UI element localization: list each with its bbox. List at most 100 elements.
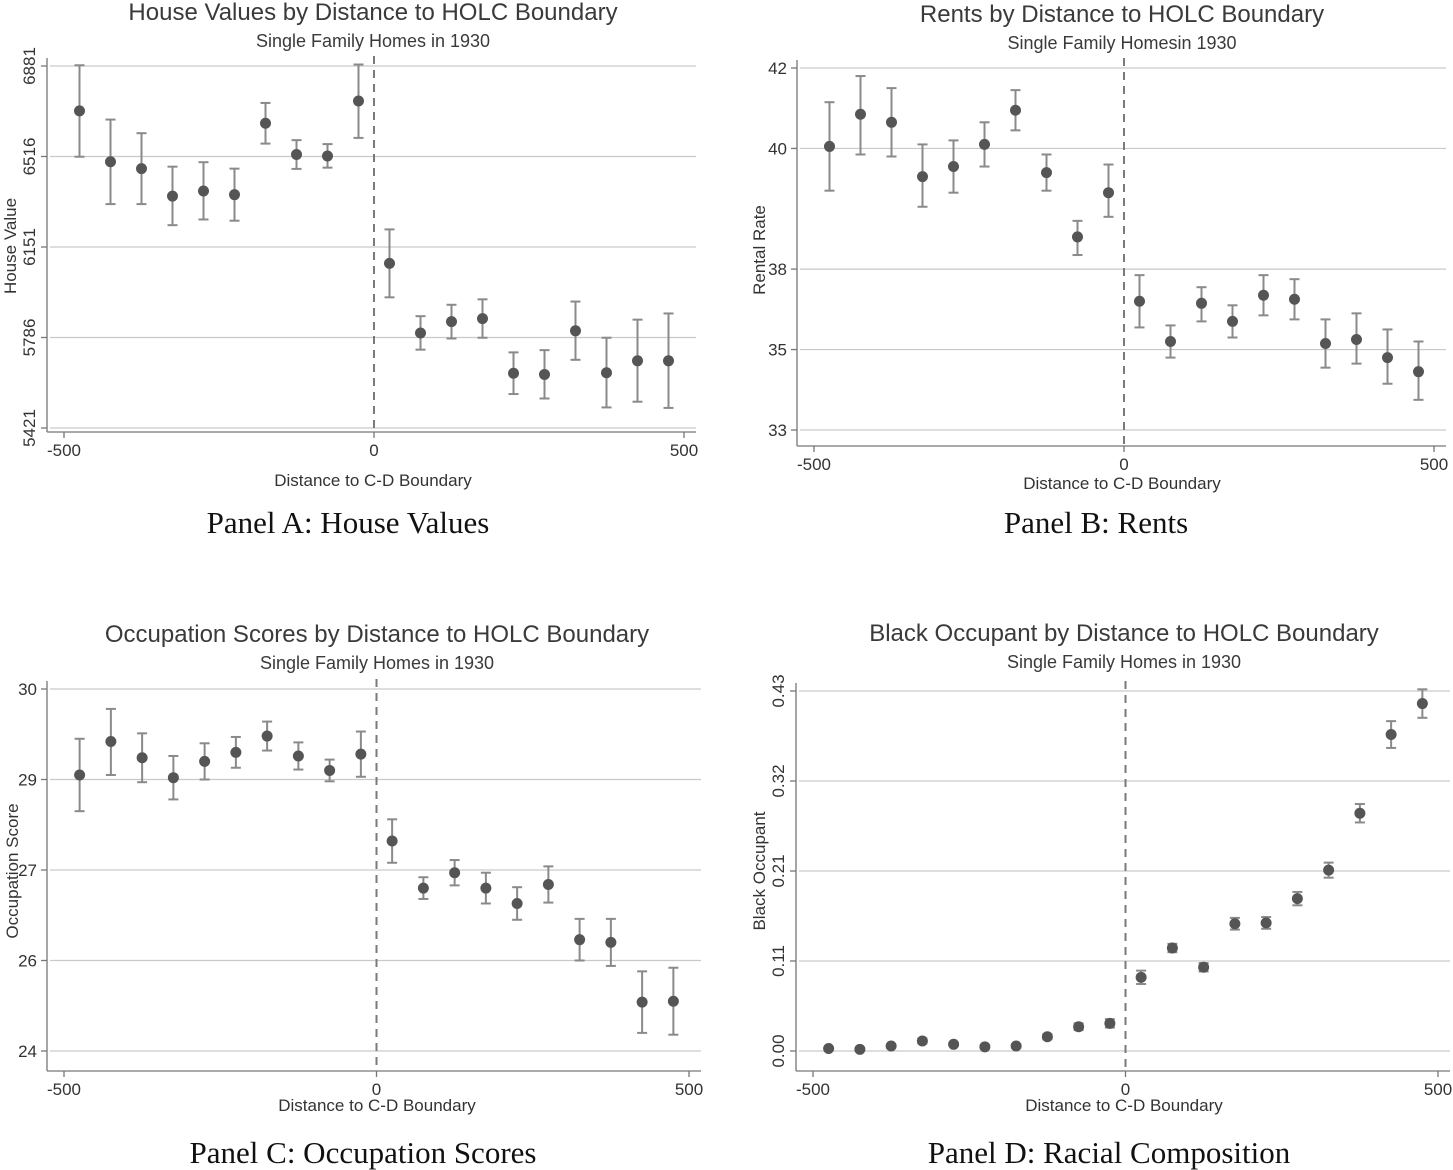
panel-a-xtick-label-0: -500 xyxy=(47,441,81,460)
panel-c-caption: Panel C: Occupation Scores xyxy=(190,1135,537,1170)
panel-d-data-point-8 xyxy=(1073,1021,1085,1033)
panel-b-data-point-10 xyxy=(1134,295,1145,307)
panel-a-data-point-16 xyxy=(570,325,581,337)
panel-a-data-point-11 xyxy=(415,327,426,339)
panel-a-data-point-10 xyxy=(384,257,395,269)
panel-d-ytick-label-1: 0.11 xyxy=(769,945,788,977)
panel-c-xtick-label-2: 500 xyxy=(675,1080,703,1099)
panel-d-data-point-9 xyxy=(1104,1017,1116,1029)
panel-a-data-point-8 xyxy=(322,150,333,162)
panel-c-ytick-label-3: 29 xyxy=(18,771,37,790)
panel-d-data-point-12 xyxy=(1198,961,1210,973)
panel-d-data-point-4 xyxy=(948,1038,960,1050)
panel-b-data-point-7 xyxy=(1041,167,1052,179)
panel-a-ylabel: House Value xyxy=(1,198,20,294)
panel-c-data-point-15 xyxy=(542,878,554,890)
panel-d-caption: Panel D: Racial Composition xyxy=(928,1135,1291,1170)
panel-d-data-point-13 xyxy=(1229,918,1241,930)
panel-a-ytick-label-0: 5421 xyxy=(20,409,39,447)
panel-d-data-point-7 xyxy=(1041,1031,1053,1043)
panel-b-ytick-label-1: 35 xyxy=(768,341,787,360)
panel-a-data-point-6 xyxy=(260,117,271,129)
panel-c-data-point-19 xyxy=(667,995,679,1007)
panel-b-data-point-15 xyxy=(1289,293,1300,305)
panel-a-data-point-12 xyxy=(446,316,457,328)
panel-d-data-point-19 xyxy=(1416,698,1428,710)
panel-c-data-point-16 xyxy=(574,934,586,946)
panel-a-subtitle: Single Family Homes in 1930 xyxy=(256,31,490,51)
panel-d-data-point-5 xyxy=(979,1041,991,1053)
panel-b-data-point-19 xyxy=(1413,366,1424,378)
panel-c-data-point-18 xyxy=(636,996,648,1008)
panel-d-ytick-label-2: 0.21 xyxy=(769,854,788,887)
panel-a-data-point-19 xyxy=(663,355,674,367)
panel-d-data-point-3 xyxy=(916,1035,928,1047)
panel-a-house-values: House Values by Distance to HOLC Boundar… xyxy=(1,0,698,540)
panel-b-data-point-2 xyxy=(886,116,897,128)
panel-c-data-point-12 xyxy=(449,867,461,879)
panel-a-data-point-15 xyxy=(539,368,550,380)
panel-d-ytick-label-4: 0.43 xyxy=(769,674,788,707)
panel-d-data-point-11 xyxy=(1166,942,1178,954)
panel-c-data-point-14 xyxy=(511,897,523,909)
panel-b-data-point-3 xyxy=(917,171,928,183)
panel-b-data-point-9 xyxy=(1103,187,1114,199)
panel-d-data-point-16 xyxy=(1323,864,1335,876)
panel-d-xlabel: Distance to C-D Boundary xyxy=(1025,1096,1223,1115)
panel-d-xtick-label-1: 0 xyxy=(1121,1080,1130,1099)
panel-a-gridlines xyxy=(50,65,696,429)
panel-d-data-point-17 xyxy=(1354,807,1366,819)
panel-c-data-point-3 xyxy=(167,772,179,784)
panel-d-data-point-0 xyxy=(823,1042,835,1054)
panel-c-data-point-2 xyxy=(136,752,148,764)
panel-c-ytick-label-0: 24 xyxy=(18,1042,37,1061)
panel-c-ytick-label-4: 30 xyxy=(18,680,37,699)
panel-b-data-point-14 xyxy=(1258,289,1269,301)
panel-c-data-point-10 xyxy=(386,835,398,847)
panel-d-data-point-14 xyxy=(1260,917,1272,929)
panel-a-data-point-0 xyxy=(74,105,85,117)
panel-b-data-point-4 xyxy=(948,161,959,173)
panel-a-xlabel: Distance to C-D Boundary xyxy=(274,471,472,490)
panel-b-data-point-13 xyxy=(1227,315,1238,327)
panel-d-racial-composition: Black Occupant by Distance to HOLC Bound… xyxy=(750,620,1452,1170)
panel-b-xtick-label-2: 500 xyxy=(1420,455,1448,474)
panel-d-data-point-6 xyxy=(1010,1040,1022,1052)
panel-c-data-point-13 xyxy=(480,882,492,894)
panel-a-data-point-13 xyxy=(477,313,488,325)
panel-b-data-point-12 xyxy=(1196,297,1207,309)
panel-b-ytick-label-2: 38 xyxy=(768,260,787,279)
panel-a-ytick-label-2: 6151 xyxy=(20,228,39,266)
panel-b-data-point-17 xyxy=(1351,334,1362,345)
panel-b-ytick-label-3: 40 xyxy=(768,139,787,158)
panel-b-data-point-16 xyxy=(1320,338,1331,350)
panel-a-ytick-label-1: 5786 xyxy=(20,319,39,357)
panel-a-caption: Panel A: House Values xyxy=(207,505,490,540)
panel-c-xtick-label-0: -500 xyxy=(47,1080,81,1099)
panel-a-data-point-4 xyxy=(198,185,209,197)
panel-d-title: Black Occupant by Distance to HOLC Bound… xyxy=(869,620,1379,647)
panel-c-data-point-11 xyxy=(417,882,429,894)
panel-a-data-point-3 xyxy=(167,190,178,202)
panel-b-ylabel: Rental Rate xyxy=(750,205,769,295)
panel-c-data-point-9 xyxy=(355,748,367,760)
panel-a-data-point-1 xyxy=(105,156,116,168)
panel-c-data-point-8 xyxy=(324,764,336,776)
panel-b-data-point-11 xyxy=(1165,336,1176,348)
panel-c-data-point-4 xyxy=(199,755,211,767)
panel-d-ylabel: Black Occupant xyxy=(750,811,769,930)
panel-a-ytick-label-3: 6516 xyxy=(20,138,39,176)
panel-d-data-point-15 xyxy=(1291,893,1303,905)
panel-d-xtick-label-0: -500 xyxy=(796,1080,830,1099)
panel-b-data-point-1 xyxy=(855,108,866,120)
panel-c-title: Occupation Scores by Distance to HOLC Bo… xyxy=(105,621,649,648)
panel-c-data-point-1 xyxy=(105,735,117,747)
panel-b-data-point-0 xyxy=(824,140,835,152)
panel-c-data-point-6 xyxy=(261,730,273,742)
panel-d-ytick-label-3: 0.32 xyxy=(769,764,788,797)
panel-c-ytick-label-2: 27 xyxy=(18,861,37,880)
panel-b-xtick-label-0: -500 xyxy=(797,455,831,474)
panel-b-data-point-18 xyxy=(1382,352,1393,364)
panel-c-occupation-scores: Occupation Scores by Distance to HOLC Bo… xyxy=(3,621,703,1170)
